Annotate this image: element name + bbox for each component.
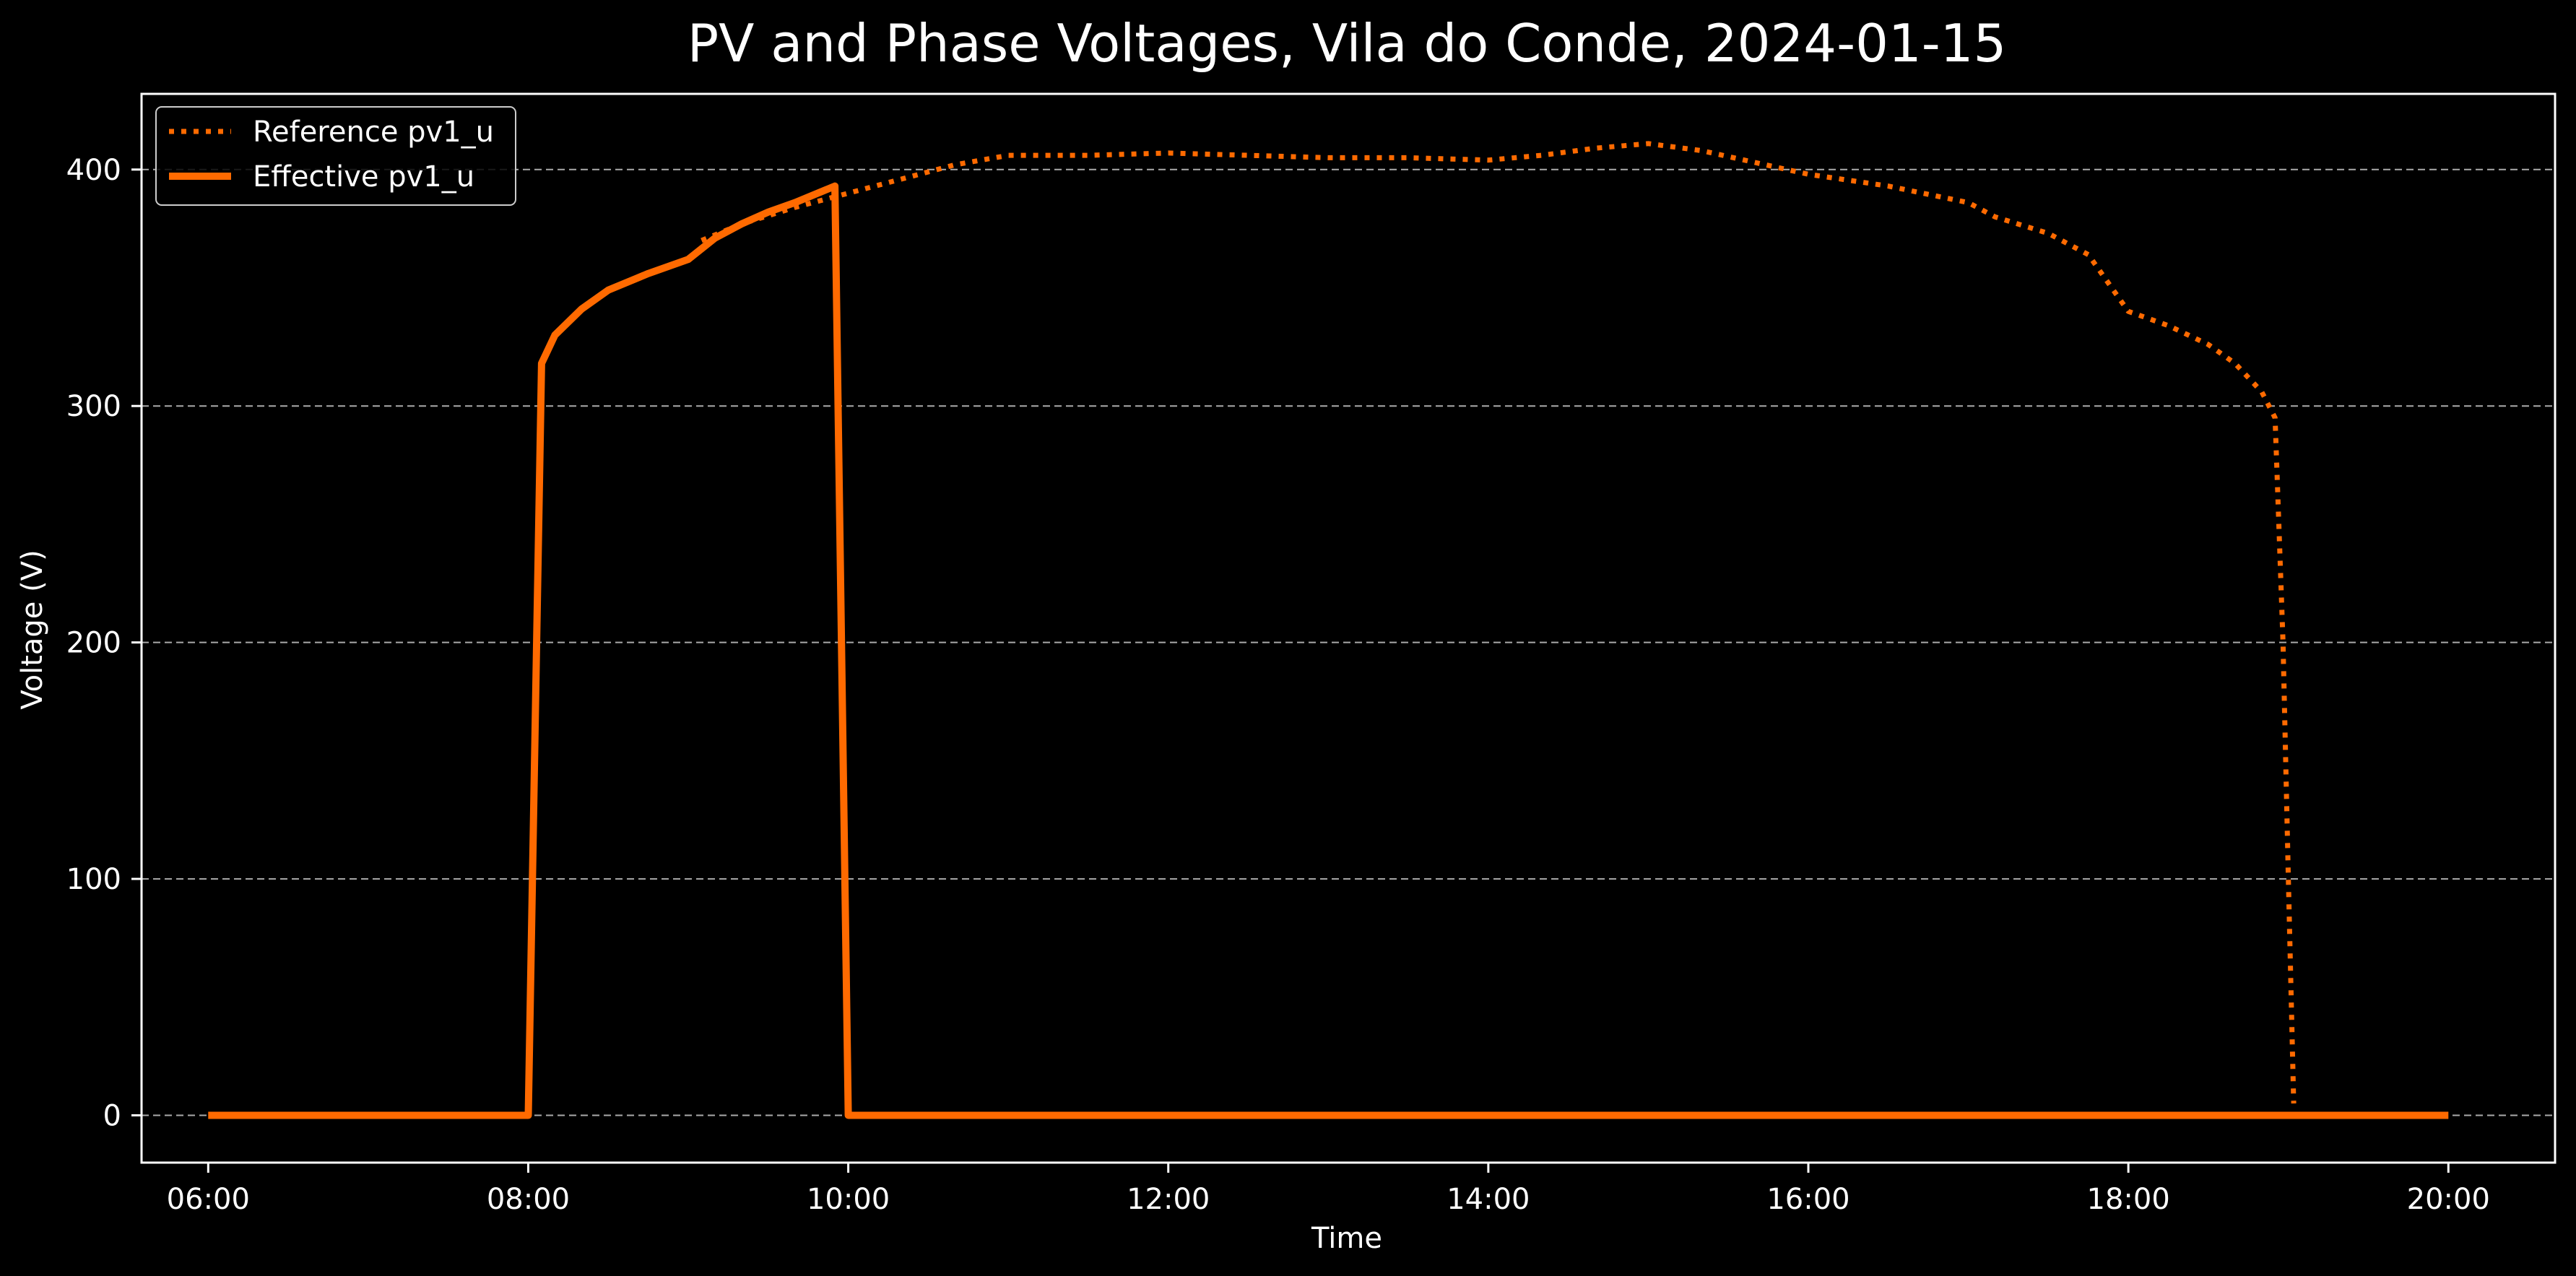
series-layer bbox=[208, 141, 2449, 1119]
plot-frame bbox=[140, 92, 2557, 1164]
y-tick-label: 100 bbox=[66, 863, 121, 896]
x-tick-label: 10:00 bbox=[807, 1183, 890, 1216]
legend-entry-label: Reference pv1_u bbox=[253, 116, 494, 149]
y-axis-label: Voltage (V) bbox=[16, 550, 49, 709]
x-tick-label: 14:00 bbox=[1447, 1183, 1530, 1216]
x-tick-label: 20:00 bbox=[2407, 1183, 2490, 1216]
x-tick-label: 06:00 bbox=[167, 1183, 250, 1216]
x-tick-label: 08:00 bbox=[487, 1183, 570, 1216]
y-tick-label: 300 bbox=[66, 390, 121, 423]
ticks-layer: 0 100 200 300 400 06:00 08:00 10:00 12:00 14:00 16… bbox=[66, 154, 2490, 1216]
x-tick-label: 16:00 bbox=[1766, 1183, 1849, 1216]
y-tick-label: 400 bbox=[66, 154, 121, 187]
series-line-effective bbox=[208, 182, 2449, 1119]
x-tick-label: 12:00 bbox=[1127, 1183, 1210, 1216]
chart-title: PV and Phase Voltages, Vila do Conde, 20… bbox=[688, 13, 2007, 74]
x-tick-label: 18:00 bbox=[2087, 1183, 2170, 1216]
legend-box bbox=[155, 106, 516, 206]
y-tick-label: 0 bbox=[103, 1100, 121, 1133]
x-axis-label: Time bbox=[1311, 1222, 1382, 1255]
y-tick-label: 200 bbox=[66, 627, 121, 660]
legend-entry-label: Effective pv1_u bbox=[253, 160, 474, 194]
legend: Reference pv1_u Effective pv1_u bbox=[155, 106, 516, 206]
series-line-reference bbox=[701, 141, 2297, 1104]
